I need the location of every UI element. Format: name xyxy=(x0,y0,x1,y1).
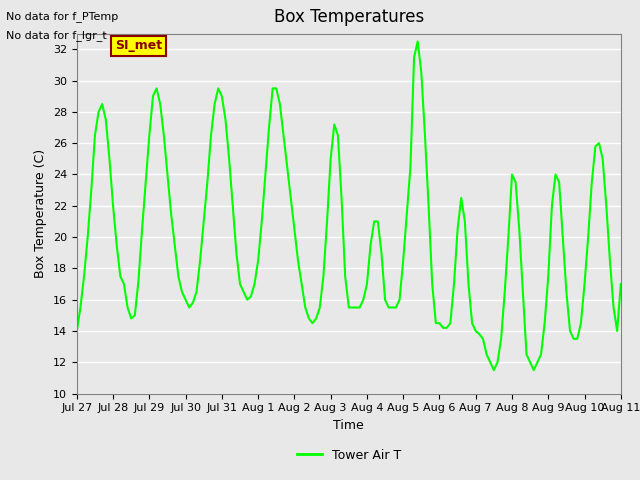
X-axis label: Time: Time xyxy=(333,419,364,432)
Legend: Tower Air T: Tower Air T xyxy=(292,444,406,467)
Y-axis label: Box Temperature (C): Box Temperature (C) xyxy=(35,149,47,278)
Title: Box Temperatures: Box Temperatures xyxy=(274,9,424,26)
Text: No data for f_PTemp: No data for f_PTemp xyxy=(6,11,118,22)
Text: No data for f_lgr_t: No data for f_lgr_t xyxy=(6,30,107,41)
Text: SI_met: SI_met xyxy=(115,39,162,52)
